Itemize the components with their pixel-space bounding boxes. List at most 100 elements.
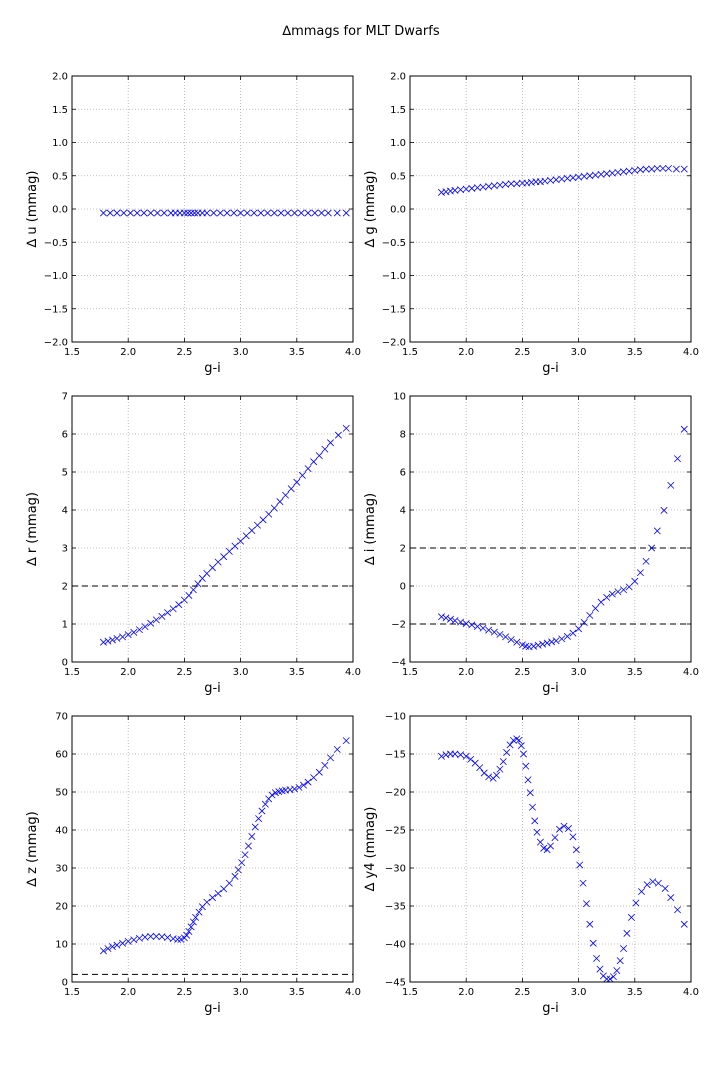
data-point <box>552 637 560 645</box>
x-tick-label: 4.0 <box>345 667 361 678</box>
data-point <box>586 611 594 619</box>
data-point <box>485 773 493 781</box>
data-point <box>295 783 303 791</box>
data-point <box>437 752 445 760</box>
data-point <box>268 791 276 799</box>
data-point <box>152 616 160 624</box>
data-point <box>648 544 656 552</box>
data-point <box>282 491 290 499</box>
data-point <box>539 640 547 648</box>
plot-frame <box>409 75 692 343</box>
data-point <box>579 879 587 887</box>
data-point <box>473 622 481 630</box>
data-point <box>203 569 211 577</box>
y-tick-label: 50 <box>55 788 68 799</box>
x-tick-label: 1.5 <box>64 347 80 358</box>
data-point <box>270 209 278 217</box>
data-point <box>589 939 597 947</box>
y-axis-label: ∆ i (mmag) <box>363 493 378 566</box>
data-point <box>298 471 306 479</box>
data-point <box>164 934 172 942</box>
data-point <box>642 557 650 565</box>
data-point <box>591 171 599 179</box>
data-point <box>195 908 203 916</box>
data-point <box>191 209 198 217</box>
x-tick-label: 3.0 <box>571 347 587 358</box>
data-point <box>210 209 218 217</box>
data-point <box>533 828 541 836</box>
data-point <box>223 209 231 217</box>
data-point <box>209 894 216 902</box>
data-point <box>591 604 599 612</box>
data-point <box>187 923 195 931</box>
data-point <box>442 614 450 622</box>
data-point <box>457 751 465 759</box>
data-point <box>642 165 650 173</box>
data-point <box>608 590 616 598</box>
data-point <box>119 939 127 947</box>
y-tick-label: 0.0 <box>390 205 406 216</box>
x-tick-label: 2.5 <box>176 667 192 678</box>
data-point <box>214 889 222 897</box>
data-point <box>667 481 675 489</box>
data-point <box>680 425 688 433</box>
data-point <box>315 452 323 460</box>
data-point <box>507 636 515 644</box>
data-point <box>203 209 211 217</box>
data-point <box>237 209 245 217</box>
data-point <box>653 164 661 172</box>
x-tick-label: 2.0 <box>120 987 136 998</box>
data-point <box>551 834 559 842</box>
data-point <box>189 586 197 594</box>
data-point <box>277 209 285 217</box>
data-point <box>220 553 228 561</box>
data-point <box>638 888 646 896</box>
data-point <box>192 913 200 921</box>
data-point <box>596 965 604 973</box>
data-point <box>680 920 688 928</box>
data-point <box>124 631 132 639</box>
x-tick-label: 4.0 <box>683 347 699 358</box>
x-tick-label: 2.5 <box>514 987 530 998</box>
data-point <box>177 935 185 943</box>
data-point <box>506 741 514 749</box>
y-tick-label: 1.0 <box>390 138 406 149</box>
data-point <box>342 424 350 432</box>
data-point <box>437 613 445 621</box>
data-point <box>560 822 568 830</box>
y-tick-label: −2.0 <box>382 338 406 349</box>
data-point <box>175 601 183 609</box>
data-point <box>552 176 560 184</box>
data-point <box>225 879 233 887</box>
data-point <box>522 762 530 770</box>
data-point <box>667 894 675 902</box>
subplot-2: 1.5 2.0 2.5 3.0 3.5 4.0 −2.0 −1.5 −1.0 −0.5 0.0 0.5… <box>363 72 699 377</box>
data-point <box>493 771 501 779</box>
data-point <box>164 609 172 617</box>
x-tick-label: 2.0 <box>120 667 136 678</box>
data-point <box>674 455 681 463</box>
data-point <box>620 168 628 176</box>
data-point <box>509 736 517 744</box>
data-point <box>558 635 566 643</box>
data-point <box>490 628 498 636</box>
y-tick-label: −20 <box>385 788 406 799</box>
data-point <box>526 789 534 797</box>
y-tick-label: −1.0 <box>44 271 68 282</box>
y-tick-label: −15 <box>385 750 406 761</box>
data-point <box>653 527 661 535</box>
data-point <box>496 630 504 638</box>
data-point <box>531 817 539 825</box>
y-tick-label: 0.0 <box>52 205 68 216</box>
data-point <box>203 898 211 906</box>
data-point <box>251 823 259 831</box>
x-tick-label: 3.0 <box>571 667 587 678</box>
data-point <box>496 765 504 773</box>
y-tick-label: 7 <box>62 392 68 403</box>
data-point <box>135 934 143 942</box>
data-point <box>558 175 566 183</box>
data-point <box>520 750 528 758</box>
data-point <box>257 209 265 217</box>
data-point <box>672 165 680 173</box>
